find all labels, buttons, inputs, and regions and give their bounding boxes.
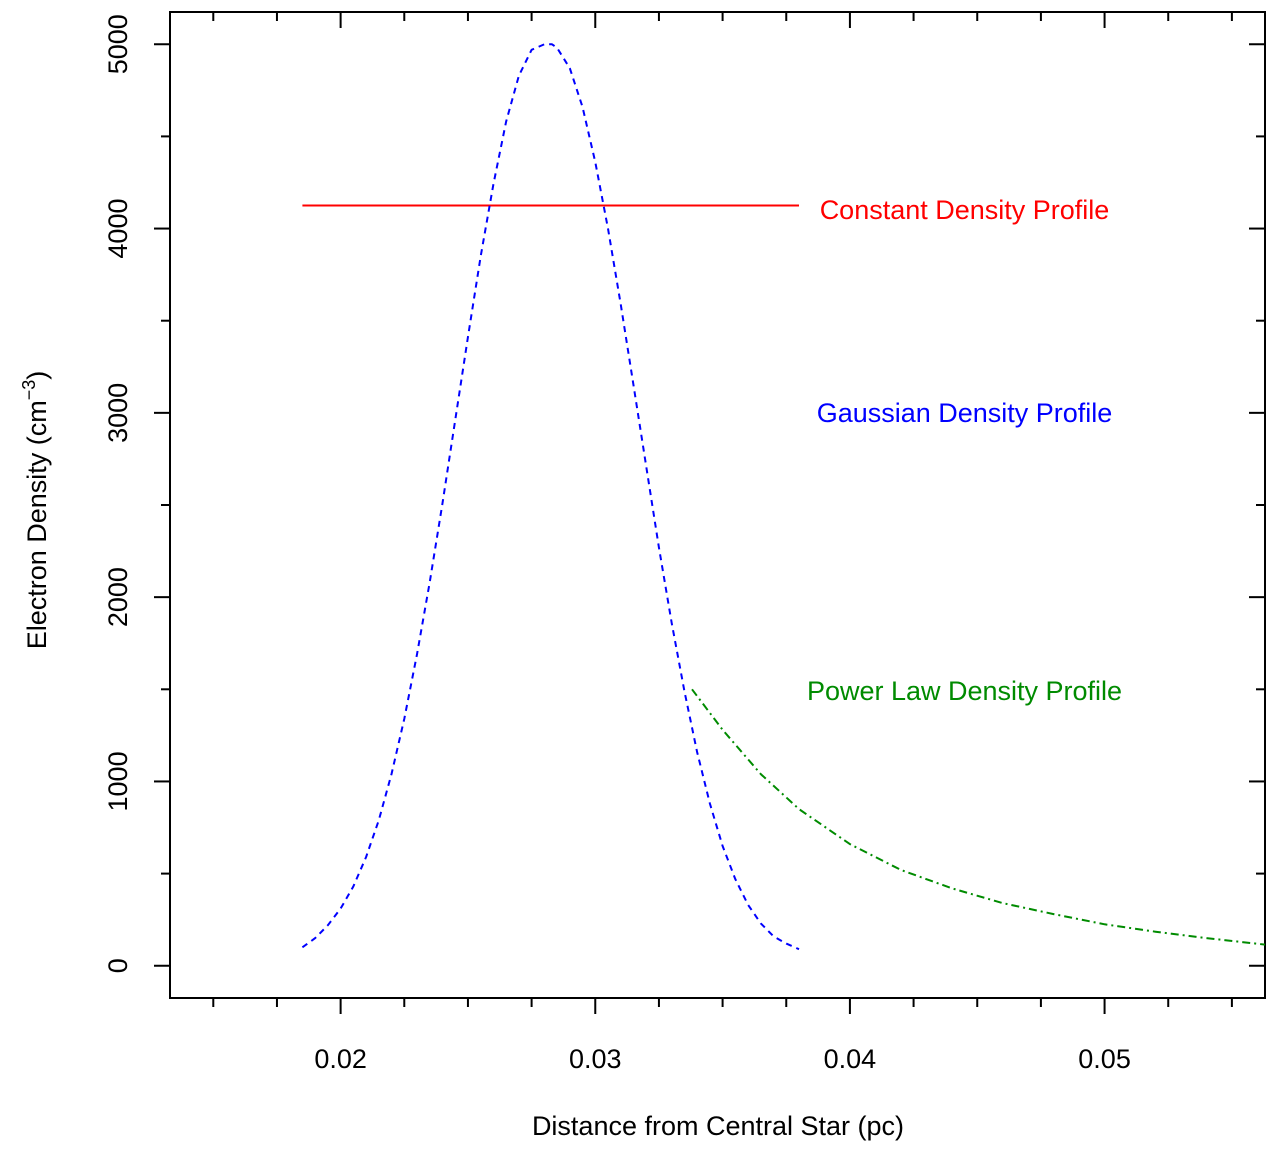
y-tick-label: 0 <box>103 958 133 973</box>
y-axis-label-main: Electron Density (cm <box>22 400 52 649</box>
annotation-layer: Constant Density Profile Gaussian Density… <box>807 195 1122 706</box>
y-tick-label: 3000 <box>103 383 133 443</box>
annotation-label: Constant Density Profile <box>820 195 1110 225</box>
series-layer <box>301 43 1266 951</box>
y-tick-label: 1000 <box>103 751 133 811</box>
annotation-label: Gaussian Density Profile <box>817 398 1113 428</box>
y-axis-label: Electron Density (cm−3) <box>19 371 52 650</box>
x-tick-label: 0.05 <box>1078 1044 1131 1074</box>
y-axis-label-superscript: −3 <box>19 380 39 401</box>
y-axis: 0 1000 2000 3000 4000 5000 <box>103 14 1265 973</box>
x-axis: 0.02 0.03 0.04 0.05 <box>212 12 1233 1074</box>
x-tick-label: 0.03 <box>569 1044 622 1074</box>
series-line-power-law-density-profile <box>691 688 1266 946</box>
y-tick-label: 4000 <box>103 199 133 259</box>
plot-frame <box>169 11 1266 999</box>
annotation-label: Power Law Density Profile <box>807 676 1122 706</box>
y-tick-label: 2000 <box>103 567 133 627</box>
x-tick-label: 0.02 <box>314 1044 367 1074</box>
y-axis-label-close: ) <box>22 371 52 380</box>
x-axis-label: Distance from Central Star (pc) <box>532 1111 904 1141</box>
series-line-gaussian-density-profile <box>301 43 800 951</box>
y-tick-label: 5000 <box>103 14 133 74</box>
x-tick-label: 0.04 <box>824 1044 877 1074</box>
